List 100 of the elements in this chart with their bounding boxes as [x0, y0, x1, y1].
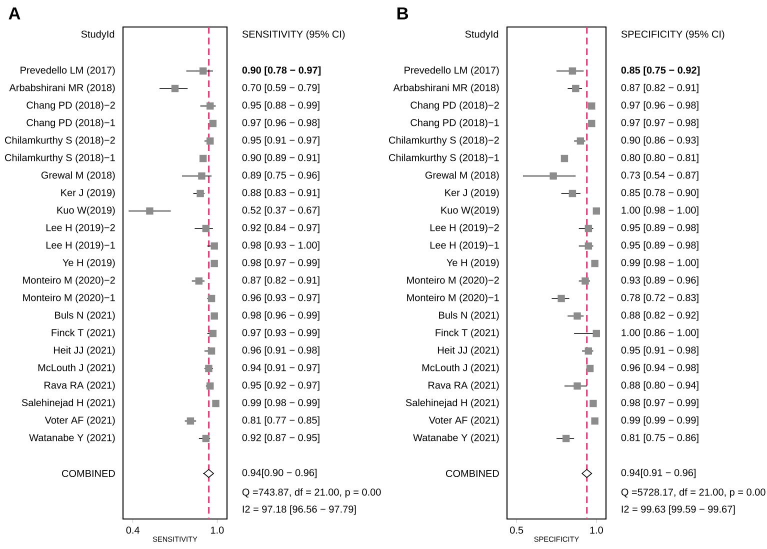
y-tick-label: Ker J (2019): [61, 188, 115, 198]
y-tick-label: Monteiro M (2020)−1: [23, 294, 115, 304]
y-tick-label: Chang PD (2018)−2: [26, 101, 115, 111]
data-label: 0.96 [0.91 − 0.98]: [242, 346, 320, 356]
y-tick-label: Arbabshirani MR (2018): [9, 84, 115, 94]
y-tick-label: COMBINED: [62, 470, 115, 478]
data-label: 0.96 [0.93 − 0.97]: [242, 294, 320, 304]
y-tick-label: Chilamkurthy S (2018)−2: [389, 136, 499, 146]
y-tick-label: Watanabe Y (2021): [29, 434, 115, 444]
data-label: 0.81 [0.75 − 0.86]: [621, 434, 698, 444]
data-label: 0.98 [0.93 − 1.00]: [242, 241, 320, 251]
y-tick-label: Chilamkurthy S (2018)−1: [5, 154, 115, 164]
y-tick-label: Grewal M (2018): [425, 171, 499, 181]
data-label: 0.95 [0.91 − 0.97]: [242, 136, 320, 146]
y-tick-label: Chilamkurthy S (2018)−2: [5, 136, 115, 146]
data-label: 0.88 [0.83 − 0.91]: [242, 188, 320, 198]
data-label: 0.94[0.91 − 0.96]: [621, 468, 696, 478]
data-label: 0.90 [0.78 − 0.97]: [242, 66, 321, 76]
data-label: 0.88 [0.82 − 0.92]: [621, 311, 698, 321]
data-label: 0.70 [0.59 − 0.79]: [242, 84, 320, 94]
data-label: 0.97 [0.96 − 0.98]: [242, 118, 320, 128]
y-tick-label: Grewal M (2018): [41, 171, 115, 181]
y-tick-label: Kuo W(2019): [57, 206, 115, 216]
chart-title: B: [397, 7, 408, 20]
data-label: 0.89 [0.75 − 0.96]: [242, 171, 320, 181]
y-tick-label: Lee H (2019)−1: [430, 241, 499, 251]
data-label: 0.95 [0.91 − 0.98]: [621, 346, 698, 356]
y-tick-label: Lee H (2019)−1: [46, 241, 115, 251]
data-label: 0.87 [0.82 − 0.91]: [242, 276, 320, 286]
text: Q =743.87, df = 21.00, p = 0.00: [242, 488, 381, 498]
y-tick-label: Rava RA (2021): [428, 381, 499, 391]
data-label: 1.00 [0.98 − 1.00]: [622, 206, 698, 216]
y-tick-label: Buls N (2021): [439, 311, 499, 321]
y-tick-label: Watanabe Y (2021): [413, 434, 499, 444]
y-tick-label: Chang PD (2018)−1: [26, 118, 115, 128]
y-tick-label: Chang PD (2018)−1: [410, 118, 499, 128]
text: Q =5728.17, df = 21.00, p = 0.00: [621, 488, 766, 498]
y-tick-label: McLouth J (2021): [422, 364, 499, 374]
data-label: 0.80 [0.80 − 0.81]: [621, 154, 698, 164]
data-label: 1.00 [0.86 − 1.00]: [622, 328, 698, 338]
y-tick-label: Chilamkurthy S (2018)−1: [389, 154, 499, 164]
y-tick-label: Ye H (2019): [62, 258, 115, 268]
y-tick-label: Prevedello LM (2017): [20, 66, 115, 76]
data-label: 0.95 [0.88 − 0.99]: [242, 101, 320, 111]
y-tick-label: McLouth J (2021): [38, 364, 115, 374]
text: SENSITIVITY (95% CI): [242, 30, 345, 40]
data-label: 0.92 [0.87 − 0.95]: [242, 434, 320, 444]
text: SPECIFICITY (95% CI): [621, 30, 724, 40]
y-tick-label: Monteiro M (2020)−2: [23, 276, 115, 286]
y-tick-label: Salehinejad H (2021): [22, 398, 115, 408]
text: I2 = 97.18 [96.56 − 97.79]: [242, 505, 356, 515]
data-label: 0.99 [0.99 − 0.99]: [621, 416, 698, 426]
data-label: 0.87 [0.82 − 0.91]: [621, 84, 698, 94]
data-label: 0.97 [0.93 − 0.99]: [242, 328, 320, 338]
data-label: 0.81 [0.77 − 0.85]: [242, 416, 320, 426]
data-label: 0.52 [0.37 − 0.67]: [242, 206, 320, 216]
data-label: 0.90 [0.86 − 0.93]: [621, 136, 698, 146]
y-tick-label: Salehinejad H (2021): [406, 398, 499, 408]
y-tick-label: Voter AF (2021): [44, 416, 115, 426]
text: StudyId: [465, 30, 498, 40]
x-tick-label: 0.5: [510, 526, 524, 534]
y-tick-label: Prevedello LM (2017): [404, 66, 499, 76]
data-label: 0.94 [0.91 − 0.97]: [242, 364, 320, 374]
y-tick-label: Chang PD (2018)−2: [410, 101, 499, 111]
data-label: 0.85 [0.78 − 0.90]: [621, 188, 698, 198]
y-tick-label: Lee H (2019)−2: [430, 224, 499, 234]
data-label: 0.98 [0.96 − 0.99]: [242, 311, 320, 321]
data-label: 0.73 [0.54 − 0.87]: [621, 171, 698, 181]
data-label: 0.98 [0.97 − 0.99]: [242, 258, 320, 268]
data-label: 0.94[0.90 − 0.96]: [242, 468, 317, 478]
text: I2 = 99.63 [99.59 − 99.67]: [622, 505, 735, 515]
data-label: 0.93 [0.89 − 0.96]: [621, 276, 698, 286]
y-tick-label: Finck T (2021): [52, 328, 115, 338]
y-tick-label: Heit JJ (2021): [438, 346, 499, 356]
y-tick-label: Monteiro M (2020)−2: [407, 276, 499, 286]
data-label: 0.95 [0.89 − 0.98]: [621, 224, 698, 234]
data-label: 0.92 [0.84 − 0.97]: [242, 224, 320, 234]
data-label: 0.95 [0.92 − 0.97]: [242, 381, 320, 391]
y-tick-label: Rava RA (2021): [44, 381, 115, 391]
data-label: 0.99 [0.98 − 0.99]: [242, 398, 320, 408]
data-label: 0.98 [0.97 − 0.99]: [621, 398, 698, 408]
text: StudyId: [81, 30, 114, 40]
y-tick-label: Ker J (2019): [445, 188, 499, 198]
y-tick-label: Monteiro M (2020)−1: [407, 294, 499, 304]
y-tick-label: Voter AF (2021): [428, 416, 499, 426]
data-label: 0.96 [0.94 − 0.98]: [621, 364, 698, 374]
x-tick-label: 1.0: [590, 526, 603, 534]
y-tick-label: Arbabshirani MR (2018): [393, 84, 499, 94]
y-tick-label: Kuo W(2019): [441, 206, 499, 216]
data-label: 0.97 [0.96 − 0.98]: [621, 101, 698, 111]
data-label: 0.88 [0.80 − 0.94]: [621, 381, 698, 391]
data-label: 0.99 [0.98 − 1.00]: [621, 258, 698, 268]
data-label: 0.95 [0.89 − 0.98]: [621, 241, 698, 251]
y-tick-label: COMBINED: [446, 470, 499, 478]
y-tick-label: Ye H (2019): [446, 258, 499, 268]
y-tick-label: Buls N (2021): [55, 311, 115, 321]
y-tick-label: Heit JJ (2021): [54, 346, 115, 356]
data-label: 0.78 [0.72 − 0.83]: [621, 294, 698, 304]
x-tick-label: 0.4: [126, 526, 140, 534]
data-label: 0.85 [0.75 − 0.92]: [621, 66, 700, 76]
